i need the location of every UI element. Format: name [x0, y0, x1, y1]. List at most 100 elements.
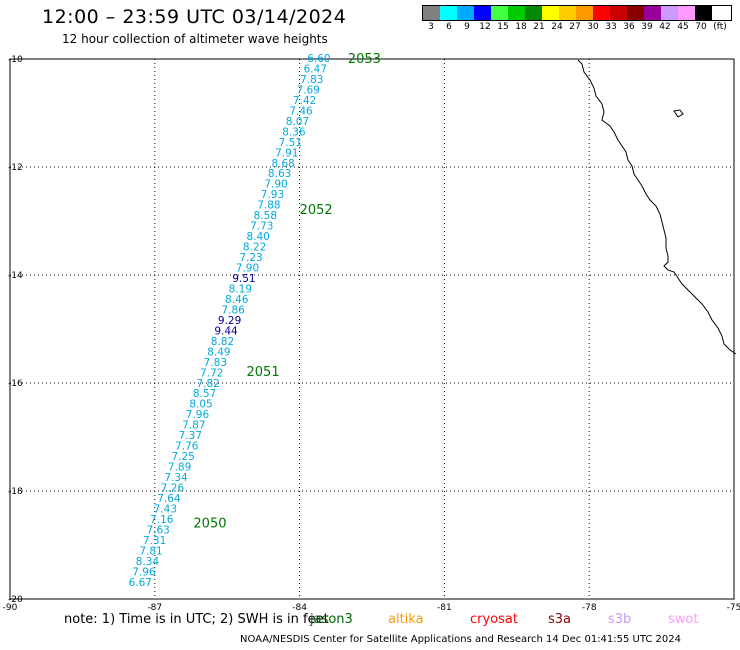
- lat-tick-label: -14: [8, 271, 23, 281]
- swh-value: 7.96: [132, 566, 156, 578]
- swh-value: 7.91: [275, 147, 298, 159]
- swh-value: 7.87: [182, 420, 205, 432]
- legend-tick-label: 33: [605, 22, 617, 32]
- swh-value: 6.47: [304, 63, 327, 75]
- swh-value: 7.83: [204, 357, 227, 369]
- lat-tick-label: -20: [8, 595, 23, 605]
- lon-tick-label: -84: [292, 603, 307, 613]
- lon-tick-label: -78: [582, 603, 597, 613]
- map-grid: [9, 58, 735, 600]
- swh-value: 9.29: [218, 315, 241, 327]
- swh-value: 8.07: [286, 116, 309, 128]
- swh-track: 6.606.477.837.697.427.468.078.367.517.91…: [129, 53, 331, 589]
- legend-swatch: [559, 6, 576, 20]
- mission-cryosat: cryosat: [470, 612, 518, 627]
- swh-value: 8.46: [225, 294, 249, 306]
- swh-value: 7.83: [300, 74, 323, 86]
- swh-value: 7.26: [161, 483, 185, 495]
- legend-tick-label: 18: [515, 22, 527, 32]
- swh-value: 8.36: [282, 126, 306, 138]
- swh-value: 7.88: [257, 200, 280, 212]
- lat-tick-label: -10: [8, 55, 23, 65]
- swh-value: 7.69: [296, 84, 319, 96]
- swh-value: 6.67: [129, 577, 152, 589]
- swh-value: 8.82: [211, 336, 234, 348]
- island: [673, 109, 684, 118]
- mission-swot: swot: [668, 612, 699, 627]
- swh-value: 8.57: [193, 388, 216, 400]
- swh-value: 8.40: [246, 231, 269, 243]
- legend-swatch: [542, 6, 559, 20]
- legend-swatch: [457, 6, 474, 20]
- swh-value: 7.73: [250, 221, 273, 233]
- legend-tick-label: 9: [464, 22, 470, 32]
- legend-tick-label: 27: [569, 22, 581, 32]
- note-text: note: 1) Time is in UTC; 2) SWH is in fe…: [64, 612, 329, 627]
- legend-swatch: [627, 6, 644, 20]
- swh-value: 7.51: [279, 137, 302, 149]
- mission-jason3: jason3: [310, 612, 353, 627]
- swh-value: 8.22: [243, 242, 266, 254]
- legend-swatch: [695, 6, 712, 20]
- swh-value: 8.19: [229, 283, 252, 295]
- longitude-ticks: -90 -87 -84 -81 -78 -75: [3, 603, 740, 613]
- swh-value: 7.43: [154, 503, 177, 515]
- swh-value: 9.51: [232, 273, 255, 285]
- legend-tick-label: 39: [641, 22, 653, 32]
- swh-value: 8.63: [268, 168, 291, 180]
- legend-swatch: [491, 6, 508, 20]
- legend-tick-label: 36: [623, 22, 635, 32]
- legend-swatch: [644, 6, 661, 20]
- map-frame: [9, 58, 735, 600]
- swh-value: 8.34: [136, 556, 160, 568]
- legend-tick-label: 12: [479, 22, 491, 32]
- time-label: 2051: [247, 365, 280, 380]
- swh-value: 7.46: [289, 105, 313, 117]
- color-legend: 3 6 9 12 15 18 21 24 27 30 33 36 39 42 45 70 (ft): [422, 5, 732, 33]
- swh-value: 6.60: [307, 53, 330, 65]
- lat-tick-label: -12: [8, 163, 23, 173]
- swh-value: 7.25: [171, 451, 194, 463]
- latitude-ticks: -10 -12 -14 -16 -18 -20: [8, 55, 23, 605]
- mission-s3b: s3b: [608, 612, 632, 627]
- legend-swatch: [440, 6, 457, 20]
- legend-tick-label: 45: [677, 22, 689, 32]
- legend-tick-label: 3: [428, 22, 434, 32]
- swh-value: 8.68: [271, 158, 294, 170]
- swh-value: 8.58: [254, 210, 277, 222]
- swh-value: 7.42: [293, 95, 316, 107]
- swh-value: 8.05: [189, 399, 212, 411]
- time-label: 2050: [193, 516, 226, 531]
- swh-value: 7.86: [221, 304, 245, 316]
- swh-value: 7.76: [175, 441, 199, 453]
- mission-altika: altika: [388, 612, 424, 627]
- legend-tick-label: 24: [551, 22, 563, 32]
- time-label: 2052: [300, 203, 333, 218]
- lon-tick-label: -81: [437, 603, 452, 613]
- legend-tick-label: 21: [533, 22, 545, 32]
- legend-unit: (ft): [713, 22, 727, 32]
- credit-text: NOAA/NESDIS Center for Satellite Applica…: [240, 634, 682, 645]
- legend-tick-label: 30: [587, 22, 599, 32]
- swh-value: 7.31: [143, 535, 166, 547]
- swh-value: 7.72: [200, 367, 223, 379]
- legend-swatch: [423, 6, 440, 20]
- mission-s3a: s3a: [548, 612, 572, 627]
- lat-tick-label: -16: [8, 379, 23, 389]
- swh-value: 7.23: [239, 252, 262, 264]
- swh-value: 7.34: [164, 472, 188, 484]
- swh-value: 9.44: [214, 325, 238, 337]
- lon-tick-label: -87: [147, 603, 162, 613]
- lon-tick-label: -75: [727, 603, 740, 613]
- legend-swatches: [422, 5, 732, 21]
- swh-value: 7.37: [179, 430, 202, 442]
- swh-value: 7.63: [146, 524, 169, 536]
- legend-swatch: [610, 6, 627, 20]
- legend-swatch: [508, 6, 525, 20]
- swh-value: 7.16: [150, 514, 174, 526]
- legend-tick-label: 42: [659, 22, 671, 32]
- swh-value: 7.81: [139, 545, 162, 557]
- lat-tick-label: -18: [8, 487, 23, 497]
- legend-swatch: [678, 6, 695, 20]
